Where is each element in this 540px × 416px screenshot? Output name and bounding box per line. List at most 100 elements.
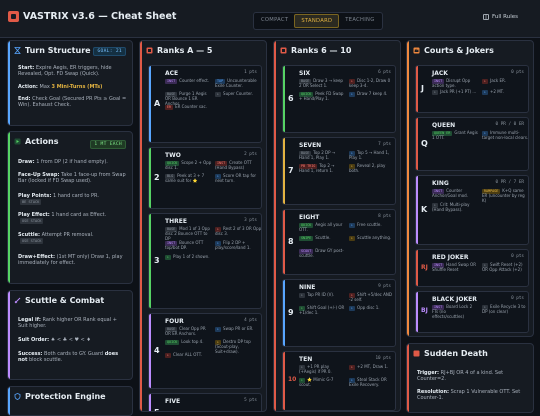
ability-text: Disc 1-2, Draw 0 keep 3-4. (349, 78, 391, 88)
step-start: Start: Expire Aegis, ER triggers, hide R… (18, 65, 112, 78)
actions-panel: Actions 1 MT EACH Draw: 1 from DP (2 if … (7, 131, 133, 284)
card-points: 5 pts (244, 398, 257, 403)
ability-tag: QUICK (165, 161, 180, 166)
ability-text: Play 1 of 2 shown. (173, 254, 210, 259)
ability-marker-icon: ▸ (215, 227, 222, 232)
mode-standard[interactable]: STANDARD (294, 14, 340, 28)
panel-accent (8, 132, 10, 283)
card-rank-letter: 8 (288, 237, 294, 246)
card-points: 0 PR / 0 ER (495, 122, 524, 127)
card-six[interactable]: SIX 6 pts 6 BASE Draw 3 → keep 2 OR Select 1… (282, 65, 396, 133)
card-ability: TOP Uncounterable Exile Counter. (215, 78, 261, 89)
card-accent (149, 148, 151, 208)
card-rank-letter: 7 (288, 166, 294, 175)
card-name: SIX (299, 70, 311, 77)
card-accent (283, 66, 285, 132)
ability-marker-icon: ▸ (299, 365, 306, 370)
card-ability: ER ER Counter sac. (165, 104, 212, 110)
ability-marker-icon: ▸ (349, 365, 356, 370)
card-ability: BLG Peek at 3 + 7 same suit for ⭐ (165, 173, 212, 184)
turn-structure-title: Turn Structure (14, 46, 91, 55)
ability-text: Jack ER. (490, 78, 506, 83)
ability-text: +1 PR play (+Aegis) if PR 0. (299, 364, 332, 374)
card-jack[interactable]: JACK 0 pts J INST Disrupt Opp action type. ▸ J… (415, 65, 529, 113)
ability-text: Shift +5/dec AND -2 self. (349, 292, 392, 302)
ability-tag: SNIPE (299, 236, 314, 241)
card-ability: ▸ Shift +5/dec AND -2 self. (349, 292, 395, 303)
ability-text: Look top 4. (181, 339, 204, 344)
card-ability: QUICK Peek FD Swap + Hand/Play 1. (299, 91, 346, 102)
scuttle-legal: Legal if: Rank higher OR Rank equal + Su… (18, 317, 117, 330)
card-ace[interactable]: ACE 1 pts A INST Counter effect. BASE Purge 1 … (148, 65, 262, 143)
ability-text: Counter effect. (179, 78, 210, 83)
courts-panel: Courts & Jokers JACK 0 pts J INST Disrupt Op… (406, 40, 534, 337)
card-red-joker[interactable]: RED JOKER 0 pts RJ INST Hand Swap OR Shuffle… (415, 249, 529, 287)
ability-marker-icon: ▸ (215, 241, 222, 246)
ability-tag: QUICK (299, 92, 314, 97)
ability-text: Uncounterable Exile Counter. (215, 78, 257, 88)
ranks-610-panel: Ranks 6 — 10 SIX 6 pts 6 BASE Draw 3 → keep … (273, 40, 401, 412)
scuttle-heading: Scuttle & Combat (25, 296, 105, 305)
alert-icon (413, 350, 420, 357)
card-two[interactable]: TWO 2 pts 2 QUICK Scope 2 + Opp disc 1. BLG Pe… (148, 147, 262, 209)
card-ten[interactable]: TEN 10 pts 10 ▸ +1 PR play (+Aegis) if PR 0.… (282, 351, 396, 411)
ability-marker-icon: ▸ (215, 327, 222, 332)
card-king[interactable]: KING 0 PR / 7 ER K INST Counter Anchor/Goal … (415, 175, 529, 245)
card-nine[interactable]: NINE 9 pts 9 ▸ Tap PR ID (V). ▸ Shift Goal (+/… (282, 279, 396, 347)
ability-tag: INST (165, 79, 178, 84)
card-rank-letter: 5 (154, 408, 160, 411)
ability-text: Create OTT (Hand Bypass) (215, 160, 252, 170)
sudden-trigger: Trigger: RJ+BJ OR 4 of a kind. Set Count… (417, 370, 504, 383)
ability-text: Immune multi-target non-local clears. (482, 130, 529, 140)
ability-text: Destro DP top (Scout-play, Suit+draw). (215, 339, 251, 354)
app-header: VASTRIX v3.6 — Cheat Sheet COMPACT STAND… (0, 0, 540, 38)
card-rank-letter: J (421, 84, 424, 93)
goal-badge: GOAL: 21 (93, 47, 126, 56)
card-ability: QUICK Look top 4. (165, 339, 212, 345)
turn-structure-heading: Turn Structure (25, 46, 91, 55)
sudden-death-heading: Sudden Death (424, 349, 488, 358)
ability-marker-icon: ▸ (349, 92, 356, 97)
card-points: 0 PR / 7 ER (495, 180, 524, 185)
ability-text: Mod 1 of 3 Opp disc 2 Bounce OTT to DP (165, 226, 210, 241)
card-ability: ▸ Swift Reset (+2) OR Opp Attack (+2) (482, 262, 528, 273)
card-black-joker[interactable]: BLACK JOKER 0 pts BJ INST Board Lock 2 FTs (… (415, 291, 529, 333)
ability-text: Peek at 3 + 7 same suit for ⭐ (165, 173, 205, 183)
protection-title: Protection Engine (14, 392, 106, 401)
actions-title: Actions (14, 137, 58, 146)
card-name: FOUR (165, 318, 184, 325)
ability-marker-icon: ▸ (482, 263, 489, 268)
mode-teaching[interactable]: TEACHING (345, 17, 375, 23)
ability-text: Grant Aegis 1 OTT. (432, 130, 478, 140)
card-four[interactable]: FOUR 4 pts 4 BASE Clear Opp PR OR ER Anchors… (148, 313, 262, 389)
card-name: THREE (165, 218, 187, 225)
card-queen[interactable]: QUEEN 0 PR / 0 ER Q QUEEN ER Grant Aegis 1 O… (415, 117, 529, 171)
card-accent (416, 118, 418, 170)
ability-marker-icon: ▸ (432, 90, 439, 95)
ability-tag: ER (165, 105, 174, 110)
ability-marker-icon: ▸ (349, 236, 356, 241)
card-name: NINE (299, 284, 316, 291)
card-name: QUEEN (432, 122, 456, 129)
ability-marker-icon: ▸ (215, 174, 222, 179)
action-draw: Draw: 1 from DP (2 if hand empty). (18, 159, 108, 165)
card-rank-letter: 9 (288, 308, 294, 317)
ability-text: Steal Stack OR Exile Recovery. (349, 377, 387, 387)
card-three[interactable]: THREE 3 pts 3 BASE Mod 1 of 3 Opp disc 2 Bou… (148, 213, 262, 309)
card-ability: ▸ ⭐ Mimic G-7 scout. (299, 377, 346, 388)
card-points: 1 pts (244, 70, 257, 75)
card-five[interactable]: FIVE 5 pts 5 (148, 393, 262, 411)
scuttle-suit-order: Suit Order: ♠ < ♣ < ♥ < ♦ (18, 337, 91, 343)
card-accent (416, 176, 418, 244)
card-points: 10 pts (375, 356, 391, 361)
full-rules-button[interactable]: Full Rules (483, 14, 518, 20)
mode-compact[interactable]: COMPACT (261, 17, 289, 23)
book-icon (483, 14, 489, 20)
ability-marker-icon: ▸ (165, 255, 172, 260)
panel-accent (274, 41, 276, 411)
ability-text: Crit: Multi-play (Hand Bypass). (432, 202, 470, 212)
card-eight[interactable]: EIGHT 8 pts 8 QUICK Aegis all your OTT. SNIPE… (282, 209, 396, 275)
card-ability: INST Board Lock 2 FTs (no effects/scuttle… (432, 304, 479, 319)
card-seven[interactable]: SEVEN 7 pts 7 BASE Top 2 DP → Hand 1, Play 1… (282, 137, 396, 205)
ability-tag: BASE (299, 79, 312, 84)
